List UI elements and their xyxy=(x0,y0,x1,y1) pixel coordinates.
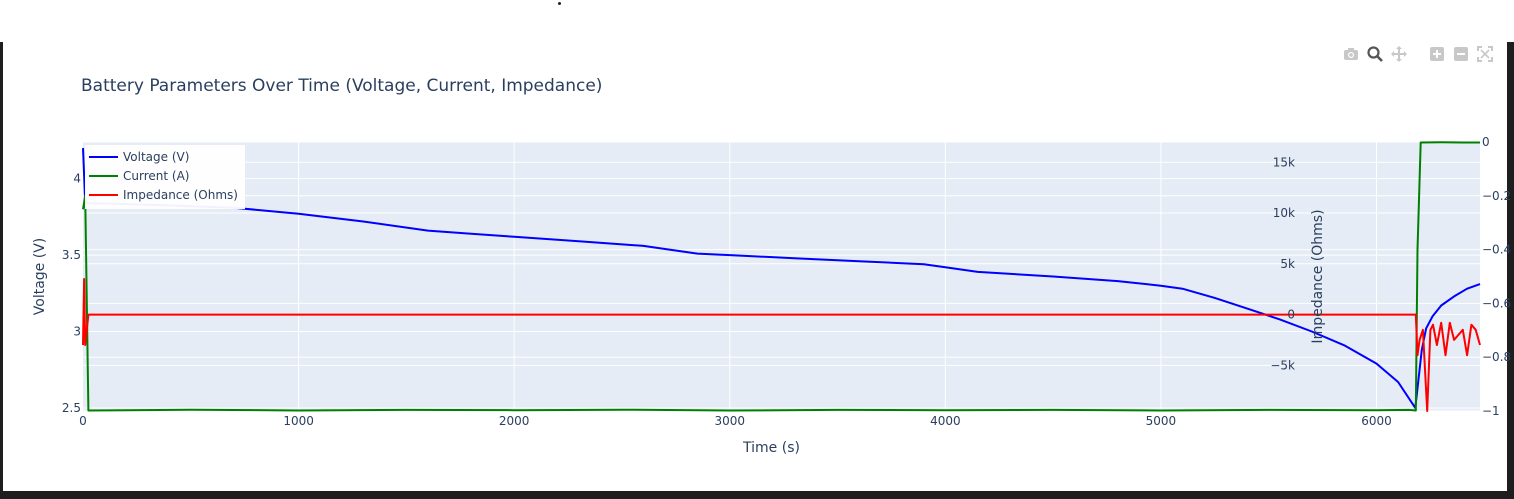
x-tick-label: 2000 xyxy=(499,414,530,428)
zoom-out-icon[interactable] xyxy=(1453,46,1469,62)
y2-tick-label: 10k xyxy=(1273,206,1295,220)
top-strip xyxy=(0,0,1514,42)
autoscale-icon[interactable] xyxy=(1477,46,1493,62)
y3-tick-label: 0 xyxy=(1482,135,1490,149)
zoom-icon[interactable] xyxy=(1367,46,1383,62)
y-axis-title: Voltage (V) xyxy=(32,238,48,315)
y-tick-label: 3.5 xyxy=(62,248,81,262)
y2-tick-label: −5k xyxy=(1270,358,1295,372)
stray-dot xyxy=(558,2,561,5)
pan-icon[interactable] xyxy=(1391,46,1407,62)
y2-tick-label: 15k xyxy=(1273,155,1295,169)
y3-tick-label: −1 xyxy=(1482,404,1500,418)
x-tick-label: 3000 xyxy=(714,414,745,428)
x-tick-label: 0 xyxy=(79,414,87,428)
y-tick-label: 2.5 xyxy=(62,401,81,415)
y3-tick-label: −0.2 xyxy=(1482,189,1511,203)
y2-tick-label: 5k xyxy=(1280,257,1295,271)
y-tick-label: 3 xyxy=(73,325,81,339)
x-tick-label: 6000 xyxy=(1361,414,1392,428)
y3-tick-label: −0.8 xyxy=(1482,350,1511,364)
series-line-y3 xyxy=(82,141,1480,412)
chart-title: Battery Parameters Over Time (Voltage, C… xyxy=(81,76,603,96)
y2-axis-title: Impedance (Ohms) xyxy=(1310,209,1326,343)
y3-tick-label: −0.6 xyxy=(1482,296,1511,310)
series-line-y2 xyxy=(82,278,1481,412)
modebar xyxy=(1343,44,1493,64)
x-tick-label: 5000 xyxy=(1146,414,1177,428)
series-line-y xyxy=(82,148,1481,409)
x-tick-label: 1000 xyxy=(283,414,314,428)
x-axis-title: Time (s) xyxy=(742,440,800,456)
legend-label: Voltage (V) xyxy=(123,150,189,164)
legend-label: Impedance (Ohms) xyxy=(123,188,238,202)
zoom-in-icon[interactable] xyxy=(1429,46,1445,62)
legend-label: Current (A) xyxy=(123,169,189,183)
plot-background xyxy=(83,142,1480,411)
camera-icon[interactable] xyxy=(1343,46,1359,62)
y-tick-label: 4 xyxy=(73,172,81,186)
y2-tick-label: 0 xyxy=(1287,308,1295,322)
y3-tick-label: −0.4 xyxy=(1482,243,1511,257)
x-tick-label: 4000 xyxy=(930,414,961,428)
